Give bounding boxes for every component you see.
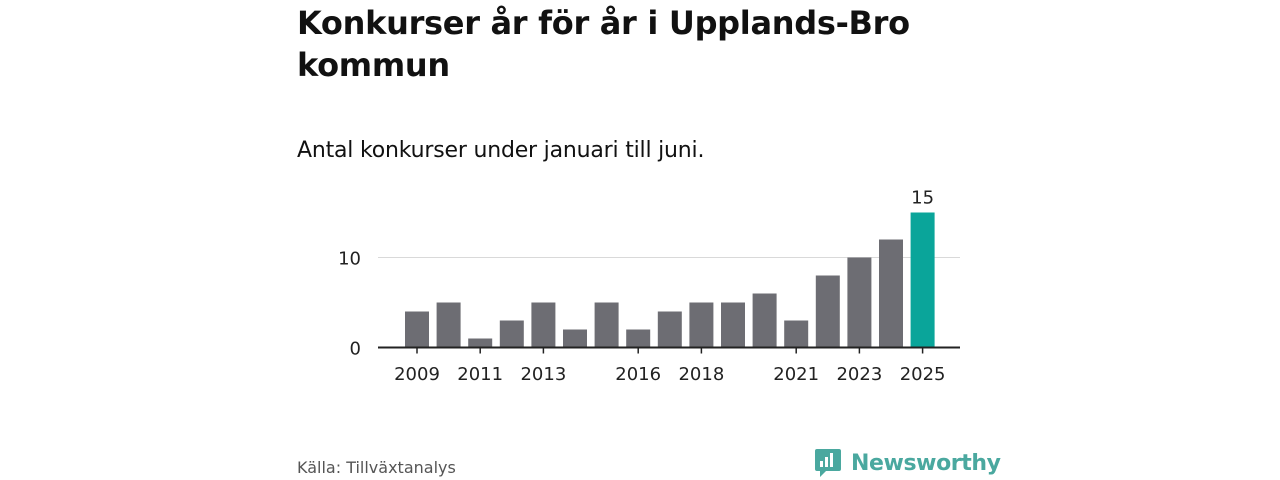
x-tick-label-2011: 2011 [457,364,503,385]
x-tick-label-2018: 2018 [678,364,724,385]
bar-2024 [879,239,903,348]
bar-2016 [626,329,651,348]
chart-title: Konkurser år för år i Upplands-Bro kommu… [297,4,910,84]
x-tick-label-2025: 2025 [900,364,946,385]
bars [405,212,935,348]
x-tick-label-2009: 2009 [394,364,440,385]
bar-2010 [436,302,461,348]
x-tick-label-2023: 2023 [836,364,882,385]
bar-2014 [563,329,587,348]
x-tick-label-2021: 2021 [773,364,819,385]
bar-2021 [784,320,809,348]
bar-2011 [468,338,493,348]
bar-2017 [657,311,682,348]
axes [378,346,960,354]
bar-2023 [847,257,872,348]
brand-name: Newsworthy [851,450,1001,476]
y-tick-label-10: 10 [338,249,361,270]
brand-logo: Newsworthy [814,446,1001,480]
x-tick-label-2016: 2016 [615,364,661,385]
bar-2012 [499,320,524,348]
bar-2013 [531,302,556,348]
bar-2022 [815,275,840,348]
bar-chart: 0 10 15 2009 2011 2013 2016 2018 2021 2023 2025 [338,188,960,386]
bar-2020 [752,293,777,348]
bar-2009 [405,311,429,348]
bar-2025 [910,212,935,348]
x-tick-label-2013: 2013 [520,364,566,385]
tick-labels: 0 10 15 2009 2011 2013 2016 2018 2021 2023 2025 [338,188,945,386]
bar-2015 [594,302,619,348]
bar-2019 [721,302,745,348]
newsworthy-logo-icon [815,449,841,477]
bar-2018 [689,302,714,348]
chart-subtitle: Antal konkurser under januari till juni. [297,138,705,163]
source-note: Källa: Tillväxtanalys [297,458,456,477]
data-label-2025: 15 [911,188,934,209]
y-tick-label-0: 0 [350,339,361,360]
